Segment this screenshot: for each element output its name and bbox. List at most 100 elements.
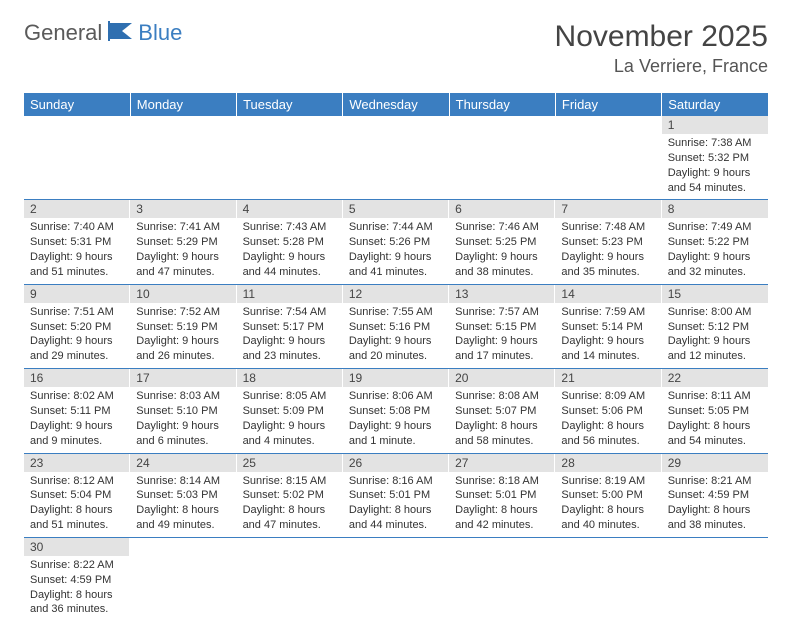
sunset-text: Sunset: 5:14 PM xyxy=(561,320,655,335)
daylight-text: Daylight: 9 hours and 6 minutes. xyxy=(136,419,230,449)
day-body: Sunrise: 8:18 AMSunset: 5:01 PMDaylight:… xyxy=(449,472,555,537)
sunrise-text: Sunrise: 7:44 AM xyxy=(349,220,443,235)
sunrise-text: Sunrise: 7:51 AM xyxy=(30,305,124,320)
daylight-text: Daylight: 9 hours and 38 minutes. xyxy=(455,250,549,280)
calendar-cell: 10Sunrise: 7:52 AMSunset: 5:19 PMDayligh… xyxy=(130,284,236,368)
calendar-cell xyxy=(237,116,343,200)
sunrise-text: Sunrise: 7:46 AM xyxy=(455,220,549,235)
logo-flag-icon xyxy=(108,21,136,46)
location-subtitle: La Verriere, France xyxy=(555,56,768,77)
sunset-text: Sunset: 5:31 PM xyxy=(30,235,124,250)
day-header: Tuesday xyxy=(237,93,343,116)
day-number: 1 xyxy=(662,116,768,134)
day-number: 26 xyxy=(343,454,449,472)
day-body: Sunrise: 7:54 AMSunset: 5:17 PMDaylight:… xyxy=(237,303,343,368)
sunrise-text: Sunrise: 7:57 AM xyxy=(455,305,549,320)
day-number xyxy=(130,538,236,556)
day-number: 29 xyxy=(662,454,768,472)
sunset-text: Sunset: 5:07 PM xyxy=(455,404,549,419)
calendar-cell: 15Sunrise: 8:00 AMSunset: 5:12 PMDayligh… xyxy=(662,284,768,368)
day-number: 17 xyxy=(130,369,236,387)
day-body: Sunrise: 7:59 AMSunset: 5:14 PMDaylight:… xyxy=(555,303,661,368)
calendar-cell: 16Sunrise: 8:02 AMSunset: 5:11 PMDayligh… xyxy=(24,369,130,453)
sunset-text: Sunset: 5:02 PM xyxy=(243,488,337,503)
sunset-text: Sunset: 4:59 PM xyxy=(668,488,762,503)
day-header: Sunday xyxy=(24,93,130,116)
calendar-head: SundayMondayTuesdayWednesdayThursdayFrid… xyxy=(24,93,768,116)
calendar-cell: 22Sunrise: 8:11 AMSunset: 5:05 PMDayligh… xyxy=(662,369,768,453)
sunrise-text: Sunrise: 7:59 AM xyxy=(561,305,655,320)
sunset-text: Sunset: 5:15 PM xyxy=(455,320,549,335)
daylight-text: Daylight: 8 hours and 47 minutes. xyxy=(243,503,337,533)
calendar-cell: 24Sunrise: 8:14 AMSunset: 5:03 PMDayligh… xyxy=(130,453,236,537)
day-body: Sunrise: 8:14 AMSunset: 5:03 PMDaylight:… xyxy=(130,472,236,537)
day-number: 7 xyxy=(555,200,661,218)
daylight-text: Daylight: 9 hours and 54 minutes. xyxy=(668,166,762,196)
calendar-cell: 30Sunrise: 8:22 AMSunset: 4:59 PMDayligh… xyxy=(24,537,130,621)
day-body: Sunrise: 8:12 AMSunset: 5:04 PMDaylight:… xyxy=(24,472,130,537)
sunset-text: Sunset: 5:17 PM xyxy=(243,320,337,335)
sunset-text: Sunset: 5:03 PM xyxy=(136,488,230,503)
sunrise-text: Sunrise: 7:54 AM xyxy=(243,305,337,320)
daylight-text: Daylight: 9 hours and 41 minutes. xyxy=(349,250,443,280)
day-number: 11 xyxy=(237,285,343,303)
sunrise-text: Sunrise: 7:52 AM xyxy=(136,305,230,320)
sunrise-text: Sunrise: 7:38 AM xyxy=(668,136,762,151)
daylight-text: Daylight: 8 hours and 44 minutes. xyxy=(349,503,443,533)
sunrise-text: Sunrise: 7:49 AM xyxy=(668,220,762,235)
calendar-cell: 28Sunrise: 8:19 AMSunset: 5:00 PMDayligh… xyxy=(555,453,661,537)
sunrise-text: Sunrise: 8:12 AM xyxy=(30,474,124,489)
day-body: Sunrise: 7:38 AMSunset: 5:32 PMDaylight:… xyxy=(662,134,768,199)
calendar-cell xyxy=(130,116,236,200)
sunset-text: Sunset: 5:26 PM xyxy=(349,235,443,250)
daylight-text: Daylight: 8 hours and 56 minutes. xyxy=(561,419,655,449)
calendar-body: 1Sunrise: 7:38 AMSunset: 5:32 PMDaylight… xyxy=(24,116,768,621)
calendar-cell: 13Sunrise: 7:57 AMSunset: 5:15 PMDayligh… xyxy=(449,284,555,368)
sunrise-text: Sunrise: 8:11 AM xyxy=(668,389,762,404)
day-body: Sunrise: 8:08 AMSunset: 5:07 PMDaylight:… xyxy=(449,387,555,452)
daylight-text: Daylight: 8 hours and 38 minutes. xyxy=(668,503,762,533)
calendar-week: 9Sunrise: 7:51 AMSunset: 5:20 PMDaylight… xyxy=(24,284,768,368)
calendar-cell: 17Sunrise: 8:03 AMSunset: 5:10 PMDayligh… xyxy=(130,369,236,453)
sunset-text: Sunset: 5:22 PM xyxy=(668,235,762,250)
sunset-text: Sunset: 5:05 PM xyxy=(668,404,762,419)
calendar-cell: 1Sunrise: 7:38 AMSunset: 5:32 PMDaylight… xyxy=(662,116,768,200)
calendar-cell xyxy=(24,116,130,200)
day-header: Wednesday xyxy=(343,93,449,116)
daylight-text: Daylight: 9 hours and 26 minutes. xyxy=(136,334,230,364)
day-body: Sunrise: 7:43 AMSunset: 5:28 PMDaylight:… xyxy=(237,218,343,283)
day-body: Sunrise: 8:02 AMSunset: 5:11 PMDaylight:… xyxy=(24,387,130,452)
calendar-cell: 3Sunrise: 7:41 AMSunset: 5:29 PMDaylight… xyxy=(130,200,236,284)
sunrise-text: Sunrise: 8:00 AM xyxy=(668,305,762,320)
calendar-cell: 23Sunrise: 8:12 AMSunset: 5:04 PMDayligh… xyxy=(24,453,130,537)
sunrise-text: Sunrise: 8:09 AM xyxy=(561,389,655,404)
sunrise-text: Sunrise: 7:43 AM xyxy=(243,220,337,235)
day-number: 19 xyxy=(343,369,449,387)
calendar-week: 16Sunrise: 8:02 AMSunset: 5:11 PMDayligh… xyxy=(24,369,768,453)
day-number: 30 xyxy=(24,538,130,556)
day-number: 16 xyxy=(24,369,130,387)
calendar-cell: 5Sunrise: 7:44 AMSunset: 5:26 PMDaylight… xyxy=(343,200,449,284)
sunset-text: Sunset: 5:00 PM xyxy=(561,488,655,503)
calendar-cell: 6Sunrise: 7:46 AMSunset: 5:25 PMDaylight… xyxy=(449,200,555,284)
day-number: 18 xyxy=(237,369,343,387)
calendar-cell xyxy=(449,537,555,621)
day-number: 20 xyxy=(449,369,555,387)
sunrise-text: Sunrise: 8:18 AM xyxy=(455,474,549,489)
title-block: November 2025 La Verriere, France xyxy=(555,20,768,77)
sunrise-text: Sunrise: 8:06 AM xyxy=(349,389,443,404)
daylight-text: Daylight: 8 hours and 40 minutes. xyxy=(561,503,655,533)
day-number xyxy=(662,538,768,556)
daylight-text: Daylight: 8 hours and 58 minutes. xyxy=(455,419,549,449)
sunset-text: Sunset: 5:32 PM xyxy=(668,151,762,166)
daylight-text: Daylight: 9 hours and 12 minutes. xyxy=(668,334,762,364)
day-body: Sunrise: 8:03 AMSunset: 5:10 PMDaylight:… xyxy=(130,387,236,452)
logo: General Blue xyxy=(24,20,182,46)
calendar-cell xyxy=(343,116,449,200)
calendar-cell: 26Sunrise: 8:16 AMSunset: 5:01 PMDayligh… xyxy=(343,453,449,537)
day-body: Sunrise: 7:46 AMSunset: 5:25 PMDaylight:… xyxy=(449,218,555,283)
sunrise-text: Sunrise: 7:55 AM xyxy=(349,305,443,320)
day-body: Sunrise: 8:06 AMSunset: 5:08 PMDaylight:… xyxy=(343,387,449,452)
day-number: 28 xyxy=(555,454,661,472)
daylight-text: Daylight: 8 hours and 49 minutes. xyxy=(136,503,230,533)
